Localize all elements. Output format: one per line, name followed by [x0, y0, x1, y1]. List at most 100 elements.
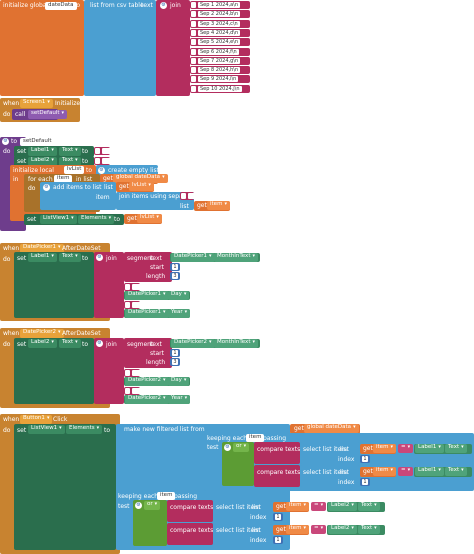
join-block[interactable] — [94, 252, 124, 318]
compare-texts-block[interactable] — [167, 523, 213, 545]
list-from-csv-block[interactable] — [84, 0, 156, 96]
empty-string-block[interactable] — [94, 157, 111, 165]
csv-row-string-block[interactable]: Sep 10 2024,j\n — [190, 84, 250, 93]
label2-dropdown[interactable]: Label2 ▾ — [328, 525, 357, 534]
text-property-dropdown[interactable]: Text ▾ — [445, 467, 467, 476]
button1-component-dropdown[interactable]: Button1 ▾ — [20, 415, 53, 424]
lvlist-dropdown[interactable]: lvList ▾ — [137, 214, 162, 223]
mutator-gear-icon[interactable]: ⚙ — [2, 138, 9, 145]
comma-string-block[interactable] — [124, 301, 141, 309]
set-label2-text-block[interactable] — [14, 338, 94, 404]
segment-block[interactable] — [124, 252, 172, 282]
text-property-dropdown[interactable]: Text ▾ — [445, 444, 467, 453]
space-string-block[interactable] — [124, 369, 141, 377]
day-property-dropdown[interactable]: Day ▾ — [168, 291, 190, 300]
label1-dropdown[interactable]: Label1 ▾ — [28, 253, 57, 262]
csv-row-string-block[interactable]: Sep 8 2024,h\n — [190, 66, 250, 75]
procedure-name-field[interactable]: setDefault — [20, 138, 55, 146]
global-variable-block[interactable] — [0, 0, 84, 96]
datepicker1-dropdown[interactable]: DatePicker1 ▾ — [125, 309, 169, 318]
item-name-field[interactable]: item — [157, 492, 176, 500]
listview1-dropdown[interactable]: ListView1 ▾ — [40, 215, 77, 224]
year-property-dropdown[interactable]: Year ▾ — [168, 309, 191, 318]
global-var-name-field[interactable]: dateData — [45, 2, 77, 10]
text-property-dropdown[interactable]: Text ▾ — [59, 147, 81, 156]
label2-dropdown[interactable]: Label2 ▾ — [328, 502, 357, 511]
label1-dropdown[interactable]: Label1 ▾ — [28, 147, 57, 156]
mutator-gear-icon[interactable]: ⚙ — [98, 167, 105, 174]
global-datedata-dropdown[interactable]: global dateData ▾ — [304, 424, 359, 433]
label1-dropdown[interactable]: Label1 ▾ — [415, 444, 444, 453]
select-list-item-block[interactable] — [213, 500, 273, 522]
set-listview-elements-block[interactable] — [14, 424, 116, 550]
create-empty-list-block[interactable] — [96, 165, 158, 176]
index-number-block[interactable]: 1 — [360, 455, 370, 463]
item-dropdown[interactable]: item ▾ — [373, 444, 396, 453]
csv-row-string-block[interactable]: Sep 3 2024,c\n — [190, 19, 250, 28]
text-property-dropdown[interactable]: Text ▾ — [358, 502, 380, 511]
csv-row-string-block[interactable]: Sep 9 2024,i\n — [190, 75, 250, 84]
datepicker2-dropdown[interactable]: DatePicker2 ▾ — [125, 395, 169, 404]
csv-row-string-block[interactable]: Sep 4 2024,d\n — [190, 28, 250, 37]
lvlist-dropdown[interactable]: lvList ▾ — [129, 182, 154, 191]
local-var-name-field[interactable]: lvList — [64, 166, 85, 174]
day-property-dropdown[interactable]: Day ▾ — [168, 377, 190, 386]
add-items-to-list-block[interactable] — [40, 182, 116, 210]
start-number-block[interactable]: 1 — [170, 263, 180, 271]
join-items-block[interactable] — [116, 192, 194, 210]
item-name-field[interactable]: item — [246, 434, 265, 442]
csv-row-string-block[interactable]: Sep 2 2024,b\n — [190, 10, 250, 19]
mutator-gear-icon[interactable]: ⚙ — [135, 502, 142, 509]
csv-row-text[interactable]: Sep 1 2024,a\n — [198, 2, 241, 8]
label2-dropdown[interactable]: Label2 ▾ — [28, 157, 57, 166]
loop-item-name-field[interactable]: item — [54, 175, 73, 183]
csv-row-text[interactable]: Sep 10 2024,j\n — [198, 85, 242, 92]
length-number-block[interactable]: 3 — [170, 358, 180, 366]
mutator-gear-icon[interactable]: ⚙ — [96, 254, 103, 261]
elements-property-dropdown[interactable]: Elements ▾ — [78, 215, 115, 224]
set-label1-text-block[interactable] — [14, 252, 94, 318]
elements-property-dropdown[interactable]: Elements ▾ — [66, 425, 103, 434]
item-dropdown[interactable]: item ▾ — [286, 525, 309, 534]
setdefault-proc-dropdown[interactable]: setDefault ▾ — [28, 110, 68, 119]
global-datedata-dropdown[interactable]: global dateData ▾ — [113, 174, 168, 183]
label2-dropdown[interactable]: Label2 ▾ — [28, 339, 57, 348]
csv-row-text[interactable]: Sep 6 2024,f\n — [198, 48, 239, 55]
segment-block[interactable] — [124, 338, 172, 368]
compare-texts-block[interactable] — [167, 500, 213, 522]
csv-row-text[interactable]: Sep 8 2024,h\n — [198, 67, 241, 74]
label1-dropdown[interactable]: Label1 ▾ — [415, 467, 444, 476]
text-property-dropdown[interactable]: Text ▾ — [59, 339, 81, 348]
mutator-gear-icon[interactable]: ⚙ — [96, 340, 103, 347]
compare-texts-block[interactable] — [254, 465, 300, 487]
csv-row-string-block[interactable]: Sep 5 2024,e\n — [190, 38, 250, 47]
compare-operator-dropdown[interactable]: = ▾ — [311, 525, 327, 534]
year-property-dropdown[interactable]: Year ▾ — [168, 395, 191, 404]
space-string-block[interactable] — [124, 283, 141, 291]
compare-texts-block[interactable] — [254, 442, 300, 464]
csv-row-text[interactable]: Sep 7 2024,g\n — [198, 57, 241, 64]
mutator-gear-icon[interactable]: ⚙ — [224, 444, 231, 451]
start-number-block[interactable]: 1 — [170, 349, 180, 357]
item-dropdown[interactable]: item ▾ — [286, 502, 309, 511]
datepicker1-dropdown[interactable]: DatePicker1 ▾ — [125, 291, 169, 300]
item-dropdown[interactable]: item ▾ — [373, 467, 396, 476]
csv-row-string-block[interactable]: Sep 6 2024,f\n — [190, 47, 250, 56]
index-number-block[interactable]: 1 — [360, 478, 370, 486]
datepicker2-dropdown[interactable]: DatePicker2 ▾ — [125, 377, 169, 386]
empty-separator-block[interactable] — [180, 192, 196, 200]
item-dropdown[interactable]: item ▾ — [207, 201, 230, 210]
select-list-item-block[interactable] — [213, 523, 273, 545]
csv-row-string-block[interactable]: Sep 1 2024,a\n — [190, 1, 250, 9]
empty-string-block[interactable] — [94, 147, 111, 155]
index-number-block[interactable]: 1 — [273, 536, 283, 544]
datepicker2-component-dropdown[interactable]: DatePicker2 ▾ — [20, 329, 64, 338]
mutator-gear-icon[interactable]: ⚙ — [160, 2, 167, 9]
csv-row-text[interactable]: Sep 2 2024,b\n — [198, 11, 241, 18]
or-operator-dropdown[interactable]: or ▾ — [233, 443, 250, 452]
csv-row-text[interactable]: Sep 3 2024,c\n — [198, 20, 240, 27]
comma-string-block[interactable] — [124, 387, 141, 395]
length-number-block[interactable]: 3 — [170, 272, 180, 280]
compare-operator-dropdown[interactable]: = ▾ — [398, 467, 414, 476]
csv-row-text[interactable]: Sep 5 2024,e\n — [198, 39, 241, 46]
